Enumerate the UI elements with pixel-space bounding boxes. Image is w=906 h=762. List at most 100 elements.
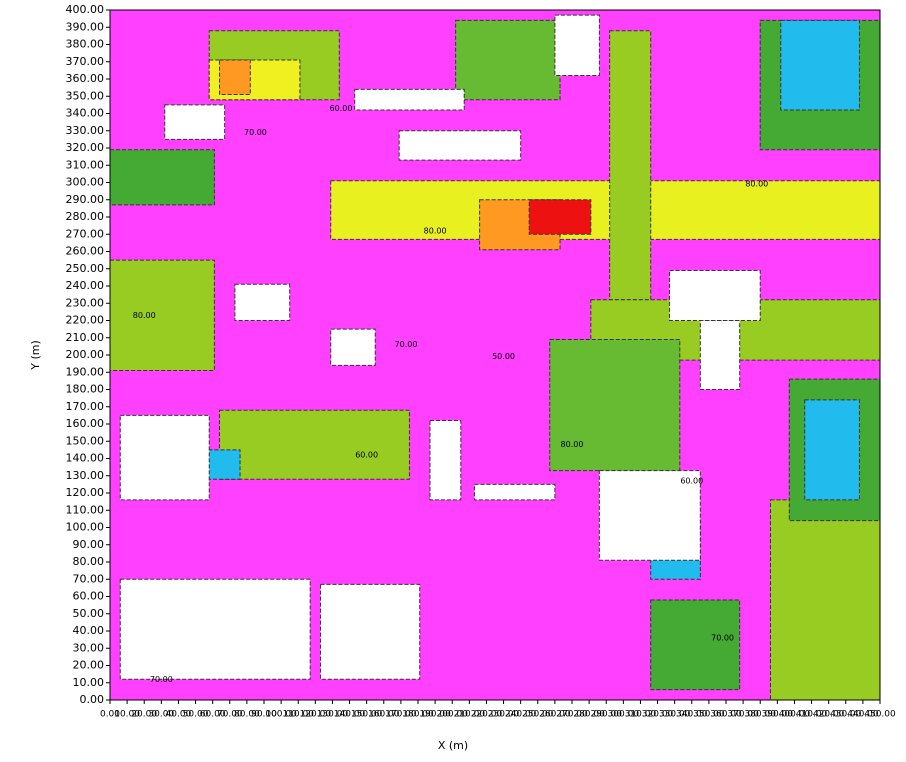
y-tick-label: 150.00 <box>66 434 105 447</box>
x-tick-label: 280.00 <box>573 710 605 720</box>
y-tick-label: 300.00 <box>66 176 105 189</box>
x-tick-label: 170.00 <box>385 710 417 720</box>
contour-label: 70.00 <box>395 340 418 349</box>
x-tick-label: 390.00 <box>762 710 794 720</box>
noise-region <box>219 409 410 480</box>
y-tick-label: 0.00 <box>80 693 105 706</box>
y-tick-label: 180.00 <box>66 383 105 396</box>
noise-region <box>455 19 561 101</box>
noise-region <box>528 199 592 235</box>
noise-region <box>804 399 860 501</box>
y-tick-label: 80.00 <box>73 555 105 568</box>
x-tick-label: 430.00 <box>830 710 862 720</box>
y-axis-label: Y (m) <box>29 340 42 371</box>
y-tick-label: 330.00 <box>66 124 105 137</box>
y-tick-label: 60.00 <box>73 590 105 603</box>
x-tick-label: 70.00 <box>217 710 243 720</box>
x-tick-label: 330.00 <box>659 710 691 720</box>
contour-label: 80.00 <box>133 311 156 320</box>
y-tick-label: 70.00 <box>73 572 105 585</box>
contour-label: 60.00 <box>330 104 353 113</box>
x-tick-label: 300.00 <box>608 710 640 720</box>
noise-region <box>354 88 465 111</box>
y-tick-label: 100.00 <box>66 521 105 534</box>
x-tick-label: 0.00 <box>100 710 120 720</box>
x-tick-label: 90.00 <box>251 710 277 720</box>
noise-region <box>319 583 421 680</box>
x-tick-label: 450.00 <box>864 710 896 720</box>
y-tick-label: 50.00 <box>73 607 105 620</box>
x-tick-label: 420.00 <box>813 710 845 720</box>
x-tick-label: 10.00 <box>114 710 140 720</box>
y-tick-label: 170.00 <box>66 400 105 413</box>
y-tick-label: 190.00 <box>66 365 105 378</box>
noise-region <box>429 420 462 501</box>
noise-region <box>330 180 881 240</box>
x-tick-label: 180.00 <box>402 710 434 720</box>
x-tick-label: 210.00 <box>454 710 486 720</box>
y-tick-label: 220.00 <box>66 314 105 327</box>
x-tick-label: 150.00 <box>351 710 383 720</box>
x-tick-label: 130.00 <box>317 710 349 720</box>
y-tick-label: 390.00 <box>66 20 105 33</box>
contour-label: 80.00 <box>561 440 584 449</box>
x-tick-label: 190.00 <box>419 710 451 720</box>
x-tick-label: 250.00 <box>522 710 554 720</box>
noise-region <box>164 104 226 140</box>
noise-region <box>769 499 881 701</box>
y-tick-label: 380.00 <box>66 38 105 51</box>
noise-region <box>330 328 376 366</box>
x-tick-label: 60.00 <box>200 710 226 720</box>
x-tick-label: 220.00 <box>471 710 503 720</box>
x-tick-label: 140.00 <box>334 710 366 720</box>
y-tick-label: 140.00 <box>66 452 105 465</box>
y-tick-label: 30.00 <box>73 641 105 654</box>
x-tick-label: 350.00 <box>693 710 725 720</box>
x-axis-label: X (m) <box>438 739 468 752</box>
contour-label: 60.00 <box>355 451 378 460</box>
y-tick-label: 310.00 <box>66 158 105 171</box>
contour-label: 80.00 <box>745 180 768 189</box>
y-tick-label: 110.00 <box>66 503 105 516</box>
y-tick-label: 160.00 <box>66 417 105 430</box>
x-tick-label: 160.00 <box>368 710 400 720</box>
noise-region <box>598 470 701 561</box>
noise-region <box>650 599 741 691</box>
noise-region <box>109 149 215 206</box>
x-tick-label: 80.00 <box>234 710 260 720</box>
noise-region <box>219 59 251 96</box>
noise-region <box>554 14 600 77</box>
y-tick-label: 130.00 <box>66 469 105 482</box>
x-tick-label: 260.00 <box>539 710 571 720</box>
noise-region <box>549 338 681 472</box>
contour-label: 80.00 <box>424 226 447 235</box>
y-tick-label: 270.00 <box>66 227 105 240</box>
y-tick-label: 290.00 <box>66 193 105 206</box>
y-tick-label: 370.00 <box>66 55 105 68</box>
x-tick-label: 380.00 <box>744 710 776 720</box>
noise-region <box>119 414 210 501</box>
noise-region <box>780 19 860 111</box>
noise-region <box>398 130 522 161</box>
contour-label: 70.00 <box>150 675 173 684</box>
x-tick-label: 270.00 <box>556 710 588 720</box>
y-tick-label: 210.00 <box>66 331 105 344</box>
y-tick-label: 240.00 <box>66 279 105 292</box>
y-tick-label: 280.00 <box>66 210 105 223</box>
contour-label: 70.00 <box>711 633 734 642</box>
x-tick-label: 370.00 <box>727 710 759 720</box>
x-tick-label: 340.00 <box>676 710 708 720</box>
y-tick-label: 120.00 <box>66 486 105 499</box>
noise-region <box>669 269 761 322</box>
y-tick-label: 260.00 <box>66 245 105 258</box>
x-tick-label: 360.00 <box>710 710 742 720</box>
contour-label: 60.00 <box>680 476 703 485</box>
x-tick-label: 20.00 <box>131 710 157 720</box>
y-tick-label: 40.00 <box>73 624 105 637</box>
x-tick-label: 30.00 <box>148 710 174 720</box>
noise-region <box>109 259 215 372</box>
x-tick-label: 400.00 <box>779 710 811 720</box>
y-tick-label: 230.00 <box>66 296 105 309</box>
x-tick-label: 50.00 <box>183 710 209 720</box>
